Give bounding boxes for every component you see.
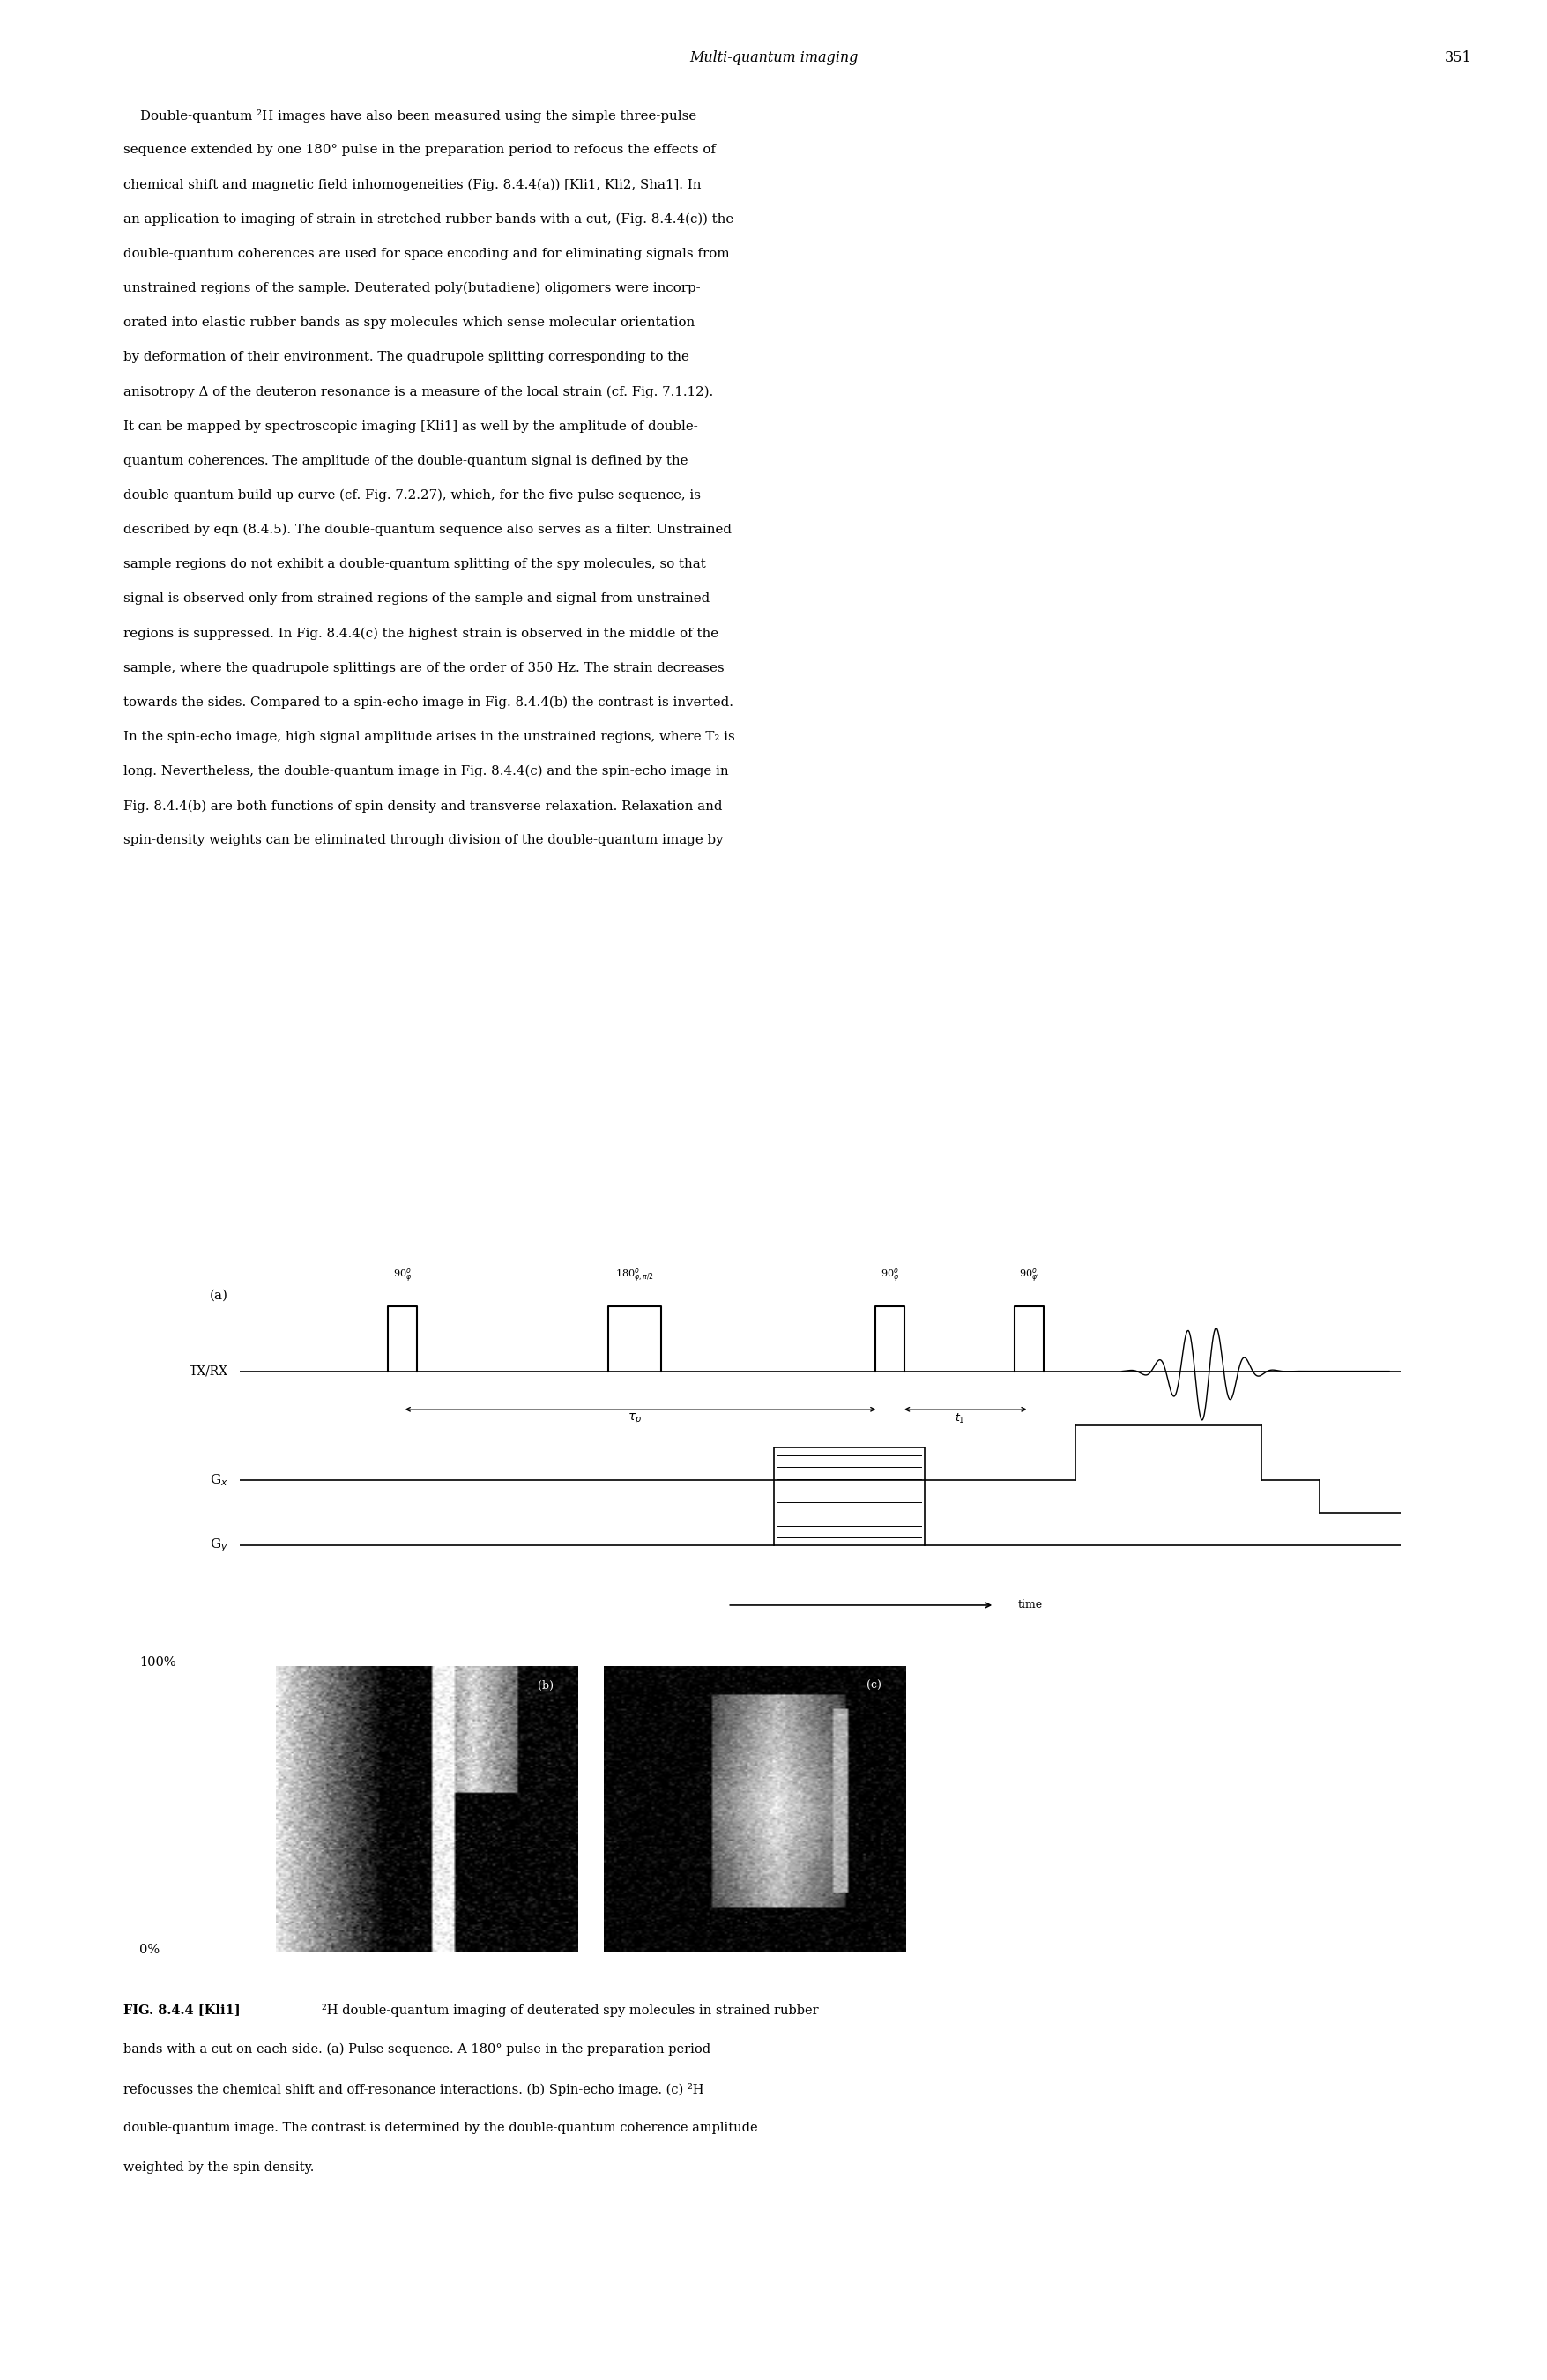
Text: 351: 351 [1443,50,1471,64]
Text: $\tau_p$: $\tau_p$ [627,1411,642,1426]
Text: sample regions do not exhibit a double-quantum splitting of the spy molecules, s: sample regions do not exhibit a double-q… [124,559,705,571]
Text: refocusses the chemical shift and off-resonance interactions. (b) Spin-echo imag: refocusses the chemical shift and off-re… [124,2082,704,2097]
Text: 180$^o_{\varphi,\pi/2}$: 180$^o_{\varphi,\pi/2}$ [616,1266,653,1285]
Text: 90$^o_{\varphi'}$: 90$^o_{\varphi'}$ [1018,1266,1040,1285]
Text: 90$^o_\varphi$: 90$^o_\varphi$ [880,1266,899,1285]
Text: Double-quantum ²H images have also been measured using the simple three-pulse: Double-quantum ²H images have also been … [124,109,696,124]
Text: It can be mapped by spectroscopic imaging [Kli1] as well by the amplitude of dou: It can be mapped by spectroscopic imagin… [124,421,698,433]
Text: described by eqn (8.4.5). The double-quantum sequence also serves as a filter. U: described by eqn (8.4.5). The double-qua… [124,524,732,536]
Text: Fig. 8.4.4(b) are both functions of spin density and transverse relaxation. Rela: Fig. 8.4.4(b) are both functions of spin… [124,800,722,812]
Text: weighted by the spin density.: weighted by the spin density. [124,2161,314,2173]
Text: an application to imaging of strain in stretched rubber bands with a cut, (Fig. : an application to imaging of strain in s… [124,214,733,226]
Text: chemical shift and magnetic field inhomogeneities (Fig. 8.4.4(a)) [Kli1, Kli2, S: chemical shift and magnetic field inhomo… [124,178,701,190]
Text: ²H double-quantum imaging of deuterated spy molecules in strained rubber: ²H double-quantum imaging of deuterated … [309,2004,818,2018]
Text: TX/RX: TX/RX [189,1366,229,1378]
Text: double-quantum coherences are used for space encoding and for eliminating signal: double-quantum coherences are used for s… [124,248,730,259]
Text: In the spin-echo image, high signal amplitude arises in the unstrained regions, : In the spin-echo image, high signal ampl… [124,731,735,743]
Text: 100%: 100% [139,1656,176,1668]
Text: FIG. 8.4.4 [Kli1]: FIG. 8.4.4 [Kli1] [124,2004,241,2016]
Text: double-quantum build-up curve (cf. Fig. 7.2.27), which, for the five-pulse seque: double-quantum build-up curve (cf. Fig. … [124,490,701,502]
Text: long. Nevertheless, the double-quantum image in Fig. 8.4.4(c) and the spin-echo : long. Nevertheless, the double-quantum i… [124,766,729,778]
Text: bands with a cut on each side. (a) Pulse sequence. A 180° pulse in the preparati: bands with a cut on each side. (a) Pulse… [124,2042,710,2056]
Text: regions is suppressed. In Fig. 8.4.4(c) the highest strain is observed in the mi: regions is suppressed. In Fig. 8.4.4(c) … [124,628,718,640]
Text: sequence extended by one 180° pulse in the preparation period to refocus the eff: sequence extended by one 180° pulse in t… [124,143,716,157]
Text: 0%: 0% [139,1944,159,1956]
Text: $t_1$: $t_1$ [954,1411,964,1426]
Text: anisotropy Δ of the deuteron resonance is a measure of the local strain (cf. Fig: anisotropy Δ of the deuteron resonance i… [124,386,713,397]
Text: unstrained regions of the sample. Deuterated poly(butadiene) oligomers were inco: unstrained regions of the sample. Deuter… [124,283,701,295]
Text: signal is observed only from strained regions of the sample and signal from unst: signal is observed only from strained re… [124,593,710,605]
Text: by deformation of their environment. The quadrupole splitting corresponding to t: by deformation of their environment. The… [124,352,690,364]
Text: time: time [1018,1599,1043,1611]
Text: orated into elastic rubber bands as spy molecules which sense molecular orientat: orated into elastic rubber bands as spy … [124,317,695,328]
Text: double-quantum image. The contrast is determined by the double-quantum coherence: double-quantum image. The contrast is de… [124,2123,758,2135]
Text: (a): (a) [210,1290,229,1302]
Text: G$_x$: G$_x$ [210,1473,229,1488]
Text: Multi-quantum imaging: Multi-quantum imaging [690,50,857,64]
Text: towards the sides. Compared to a spin-echo image in Fig. 8.4.4(b) the contrast i: towards the sides. Compared to a spin-ec… [124,697,733,709]
Text: sample, where the quadrupole splittings are of the order of 350 Hz. The strain d: sample, where the quadrupole splittings … [124,662,724,674]
Text: 90$^o_\varphi$: 90$^o_\varphi$ [393,1266,412,1285]
Text: G$_y$: G$_y$ [210,1537,229,1554]
Text: (b): (b) [537,1680,552,1692]
Text: spin-density weights can be eliminated through division of the double-quantum im: spin-density weights can be eliminated t… [124,835,724,847]
Text: quantum coherences. The amplitude of the double-quantum signal is defined by the: quantum coherences. The amplitude of the… [124,455,688,466]
Bar [774,1447,925,1545]
Text: (c): (c) [866,1680,880,1692]
